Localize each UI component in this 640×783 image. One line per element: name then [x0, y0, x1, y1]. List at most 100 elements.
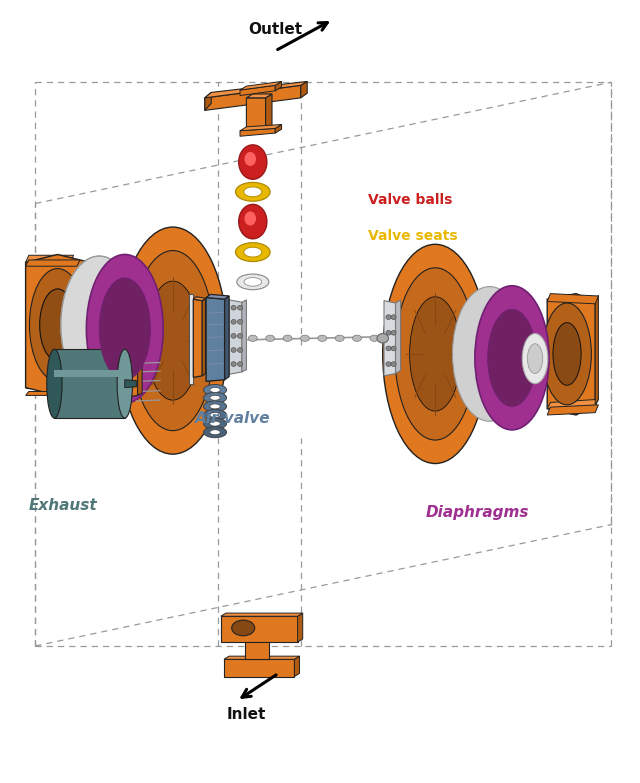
Ellipse shape: [231, 319, 236, 324]
Ellipse shape: [210, 413, 220, 417]
Polygon shape: [384, 301, 396, 376]
Ellipse shape: [40, 289, 76, 361]
Ellipse shape: [244, 187, 262, 197]
Ellipse shape: [204, 401, 227, 412]
Ellipse shape: [210, 421, 220, 426]
Ellipse shape: [266, 335, 275, 341]
Polygon shape: [396, 300, 401, 373]
Ellipse shape: [386, 362, 391, 366]
Polygon shape: [266, 94, 272, 131]
Ellipse shape: [47, 349, 62, 418]
Ellipse shape: [204, 410, 227, 420]
Ellipse shape: [353, 335, 362, 341]
Polygon shape: [128, 366, 142, 370]
Polygon shape: [224, 659, 294, 677]
Ellipse shape: [395, 268, 476, 440]
Ellipse shape: [318, 335, 327, 341]
Text: Inlet: Inlet: [227, 706, 266, 722]
Polygon shape: [221, 613, 303, 616]
Ellipse shape: [131, 251, 214, 431]
Polygon shape: [240, 124, 282, 131]
Polygon shape: [298, 613, 303, 642]
Ellipse shape: [391, 330, 396, 335]
Ellipse shape: [236, 182, 270, 201]
Polygon shape: [138, 366, 142, 395]
Polygon shape: [26, 262, 70, 388]
Ellipse shape: [335, 335, 344, 341]
Ellipse shape: [237, 274, 269, 290]
Ellipse shape: [475, 286, 549, 430]
Polygon shape: [206, 294, 229, 299]
Ellipse shape: [452, 287, 527, 421]
Ellipse shape: [146, 281, 200, 400]
Text: Valve balls: Valve balls: [368, 193, 452, 207]
Ellipse shape: [231, 334, 236, 338]
Polygon shape: [202, 298, 205, 376]
Text: Diaphragms: Diaphragms: [426, 505, 529, 521]
Ellipse shape: [29, 269, 86, 381]
Ellipse shape: [237, 348, 243, 352]
Ellipse shape: [231, 305, 236, 310]
Polygon shape: [205, 85, 301, 110]
Polygon shape: [221, 616, 298, 642]
Ellipse shape: [86, 254, 163, 403]
Polygon shape: [229, 300, 242, 374]
Polygon shape: [245, 642, 269, 659]
Polygon shape: [26, 255, 74, 262]
Ellipse shape: [386, 315, 391, 319]
Polygon shape: [54, 370, 125, 377]
Text: Outlet: Outlet: [248, 22, 302, 38]
Ellipse shape: [244, 247, 262, 257]
Ellipse shape: [95, 318, 103, 332]
Polygon shape: [193, 299, 202, 377]
Ellipse shape: [386, 346, 391, 351]
Polygon shape: [26, 260, 80, 266]
Ellipse shape: [239, 204, 267, 239]
Ellipse shape: [210, 388, 220, 392]
Polygon shape: [240, 81, 282, 90]
Ellipse shape: [391, 346, 396, 351]
Ellipse shape: [204, 384, 227, 395]
Ellipse shape: [210, 404, 220, 409]
Ellipse shape: [391, 315, 396, 319]
Polygon shape: [141, 366, 146, 399]
Polygon shape: [547, 399, 598, 409]
Polygon shape: [225, 296, 229, 380]
Ellipse shape: [522, 334, 548, 384]
Polygon shape: [125, 380, 136, 388]
Polygon shape: [547, 405, 598, 415]
Ellipse shape: [383, 244, 488, 464]
Ellipse shape: [237, 319, 243, 324]
Polygon shape: [206, 298, 225, 381]
Text: Air valve: Air valve: [195, 411, 271, 427]
Ellipse shape: [300, 335, 309, 341]
Ellipse shape: [244, 277, 262, 286]
Ellipse shape: [204, 418, 227, 429]
Text: Valve seats: Valve seats: [368, 229, 458, 244]
Ellipse shape: [486, 347, 493, 361]
Ellipse shape: [527, 344, 543, 373]
Polygon shape: [275, 124, 282, 133]
Polygon shape: [26, 392, 80, 395]
Ellipse shape: [237, 334, 243, 338]
Ellipse shape: [553, 323, 581, 385]
Ellipse shape: [117, 349, 132, 418]
Ellipse shape: [232, 620, 255, 636]
Polygon shape: [547, 294, 598, 304]
Polygon shape: [128, 369, 138, 397]
Ellipse shape: [239, 145, 267, 179]
Polygon shape: [205, 81, 307, 98]
Text: Exhaust: Exhaust: [29, 497, 97, 513]
Ellipse shape: [386, 330, 391, 335]
Ellipse shape: [99, 278, 150, 380]
Polygon shape: [189, 294, 193, 384]
Ellipse shape: [210, 395, 220, 400]
Ellipse shape: [237, 362, 243, 366]
Polygon shape: [547, 294, 595, 415]
Ellipse shape: [244, 211, 256, 226]
Polygon shape: [205, 92, 211, 110]
Polygon shape: [242, 300, 246, 372]
Ellipse shape: [283, 335, 292, 341]
Ellipse shape: [391, 362, 396, 366]
Polygon shape: [246, 94, 272, 98]
